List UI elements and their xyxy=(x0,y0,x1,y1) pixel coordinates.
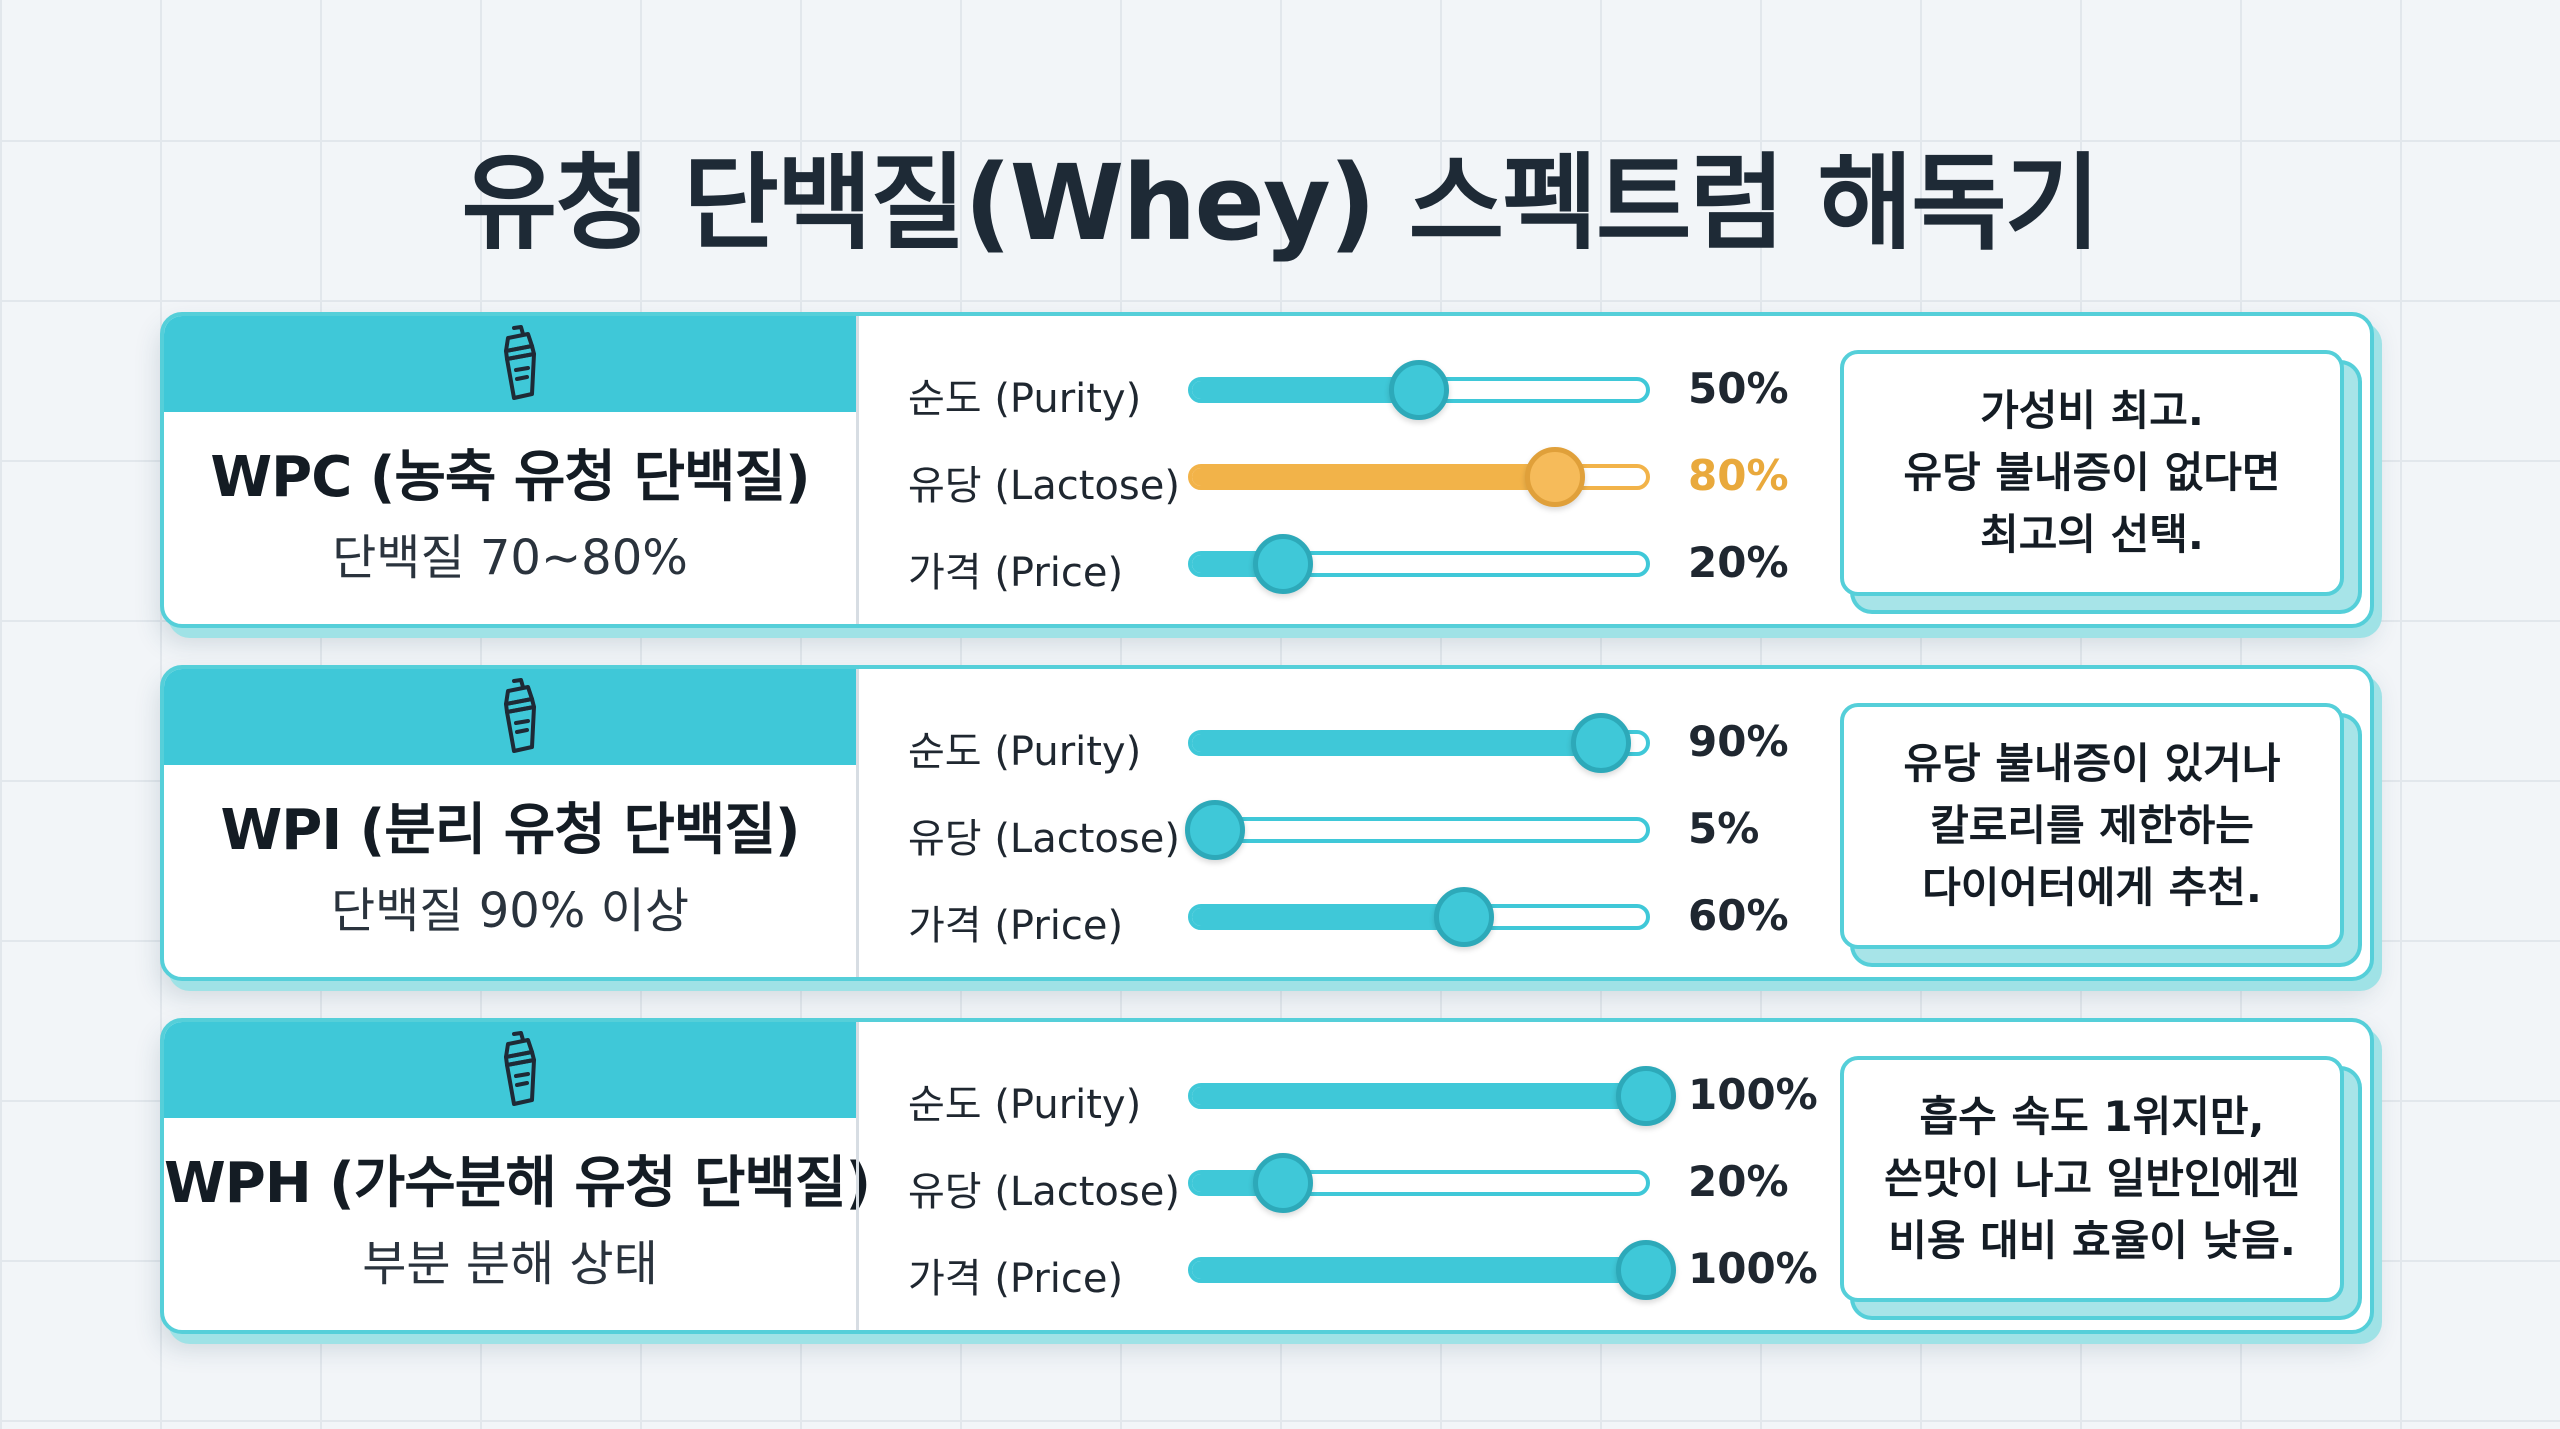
price-value: 100% xyxy=(1688,1244,1818,1293)
product-header-band xyxy=(164,316,856,412)
divider xyxy=(856,669,859,977)
product-subtitle: 부분 분해 상태 xyxy=(362,1236,658,1292)
protein-card: WPC (농축 유청 단백질) 단백질 70~80% 순도 (Purity) 5… xyxy=(160,312,2374,628)
purity-value: 50% xyxy=(1688,364,1789,413)
lactose-row: 유당 (Lactose) 5% xyxy=(908,800,1948,862)
price-slider[interactable] xyxy=(1188,1240,1676,1300)
lactose-slider[interactable] xyxy=(1188,447,1650,507)
purity-label: 순도 (Purity) xyxy=(908,376,1142,422)
price-knob[interactable] xyxy=(1252,534,1313,594)
price-row: 가격 (Price) 100% xyxy=(908,1240,1948,1302)
product-subtitle: 단백질 70~80% xyxy=(332,530,688,586)
recommendation-note: 가성비 최고. 유당 불내증이 없다면 최고의 선택. xyxy=(1840,350,2344,596)
purity-slider[interactable] xyxy=(1188,713,1650,773)
price-knob[interactable] xyxy=(1616,1240,1676,1300)
price-row: 가격 (Price) 20% xyxy=(908,534,1948,596)
protein-card: WPI (분리 유청 단백질) 단백질 90% 이상 순도 (Purity) 9… xyxy=(160,665,2374,981)
product-panel: WPC (농축 유청 단백질) 단백질 70~80% xyxy=(164,316,856,624)
divider xyxy=(856,1022,859,1330)
price-label: 가격 (Price) xyxy=(908,550,1124,596)
lactose-fill xyxy=(1192,468,1556,486)
product-name: WPH (가수분해 유청 단백질) xyxy=(164,1151,871,1216)
page-title: 유청 단백질(Whey) 스펙트럼 해독기 xyxy=(461,142,2101,264)
purity-value: 90% xyxy=(1688,717,1789,766)
purity-knob[interactable] xyxy=(1616,1066,1676,1126)
product-name: WPI (분리 유청 단백질) xyxy=(220,798,801,863)
purity-row: 순도 (Purity) 100% xyxy=(908,1066,1948,1128)
shaker-icon xyxy=(504,325,536,400)
note-text: 유당 불내증이 있거나 칼로리를 제한하는 다이어터에게 추천. xyxy=(1903,739,2281,912)
price-fill xyxy=(1192,908,1465,926)
product-header-band xyxy=(164,669,856,765)
shaker-icon xyxy=(504,1031,536,1106)
price-label: 가격 (Price) xyxy=(908,903,1124,949)
lactose-label: 유당 (Lactose) xyxy=(908,463,1180,509)
price-fill xyxy=(1192,1261,1646,1279)
price-slider[interactable] xyxy=(1188,534,1650,594)
lactose-knob[interactable] xyxy=(1252,1153,1313,1213)
lactose-value: 20% xyxy=(1688,1157,1789,1206)
purity-row: 순도 (Purity) 90% xyxy=(908,713,1948,775)
protein-card: WPH (가수분해 유청 단백질) 부분 분해 상태 순도 (Purity) 1… xyxy=(160,1018,2374,1334)
price-knob[interactable] xyxy=(1434,887,1495,947)
purity-slider[interactable] xyxy=(1188,360,1650,420)
lactose-knob[interactable] xyxy=(1525,447,1586,507)
purity-knob[interactable] xyxy=(1389,360,1449,420)
lactose-row: 유당 (Lactose) 20% xyxy=(908,1153,1948,1215)
lactose-value: 80% xyxy=(1688,451,1789,500)
lactose-value: 5% xyxy=(1688,804,1760,853)
divider xyxy=(856,316,859,624)
lactose-slider[interactable] xyxy=(1184,800,1650,860)
price-label: 가격 (Price) xyxy=(908,1256,1124,1302)
purity-value: 100% xyxy=(1688,1070,1818,1119)
product-subtitle: 단백질 90% 이상 xyxy=(330,883,689,939)
purity-fill xyxy=(1192,1087,1646,1105)
price-slider[interactable] xyxy=(1188,887,1650,947)
note-text: 흡수 속도 1위지만, 쓴맛이 나고 일반인에겐 비용 대비 효율이 낮음. xyxy=(1884,1092,2300,1265)
lactose-label: 유당 (Lactose) xyxy=(908,816,1180,862)
purity-label: 순도 (Purity) xyxy=(908,729,1142,775)
lactose-row: 유당 (Lactose) 80% xyxy=(908,447,1948,509)
product-panel: WPI (분리 유청 단백질) 단백질 90% 이상 xyxy=(164,669,856,977)
card-frame: WPI (분리 유청 단백질) 단백질 90% 이상 순도 (Purity) 9… xyxy=(160,665,2374,981)
purity-fill xyxy=(1192,381,1419,399)
product-panel: WPH (가수분해 유청 단백질) 부분 분해 상태 xyxy=(164,1022,871,1330)
card-frame: WPC (농축 유청 단백질) 단백질 70~80% 순도 (Purity) 5… xyxy=(160,312,2374,628)
purity-row: 순도 (Purity) 50% xyxy=(908,360,1948,422)
recommendation-note: 흡수 속도 1위지만, 쓴맛이 나고 일반인에겐 비용 대비 효율이 낮음. xyxy=(1840,1056,2344,1302)
card-frame: WPH (가수분해 유청 단백질) 부분 분해 상태 순도 (Purity) 1… xyxy=(160,1018,2374,1334)
lactose-knob[interactable] xyxy=(1184,800,1245,860)
purity-label: 순도 (Purity) xyxy=(908,1082,1142,1128)
purity-knob[interactable] xyxy=(1570,713,1631,773)
purity-fill xyxy=(1192,734,1601,752)
price-row: 가격 (Price) 60% xyxy=(908,887,1948,949)
price-value: 20% xyxy=(1688,538,1789,587)
shaker-icon xyxy=(504,678,536,753)
lactose-slider[interactable] xyxy=(1188,1153,1650,1213)
product-name: WPC (농축 유청 단백질) xyxy=(210,445,810,510)
note-text: 가성비 최고. 유당 불내증이 없다면 최고의 선택. xyxy=(1903,386,2281,559)
lactose-label: 유당 (Lactose) xyxy=(908,1169,1180,1215)
price-value: 60% xyxy=(1688,891,1789,940)
recommendation-note: 유당 불내증이 있거나 칼로리를 제한하는 다이어터에게 추천. xyxy=(1840,703,2344,949)
product-header-band xyxy=(164,1022,856,1118)
purity-slider[interactable] xyxy=(1188,1066,1676,1126)
